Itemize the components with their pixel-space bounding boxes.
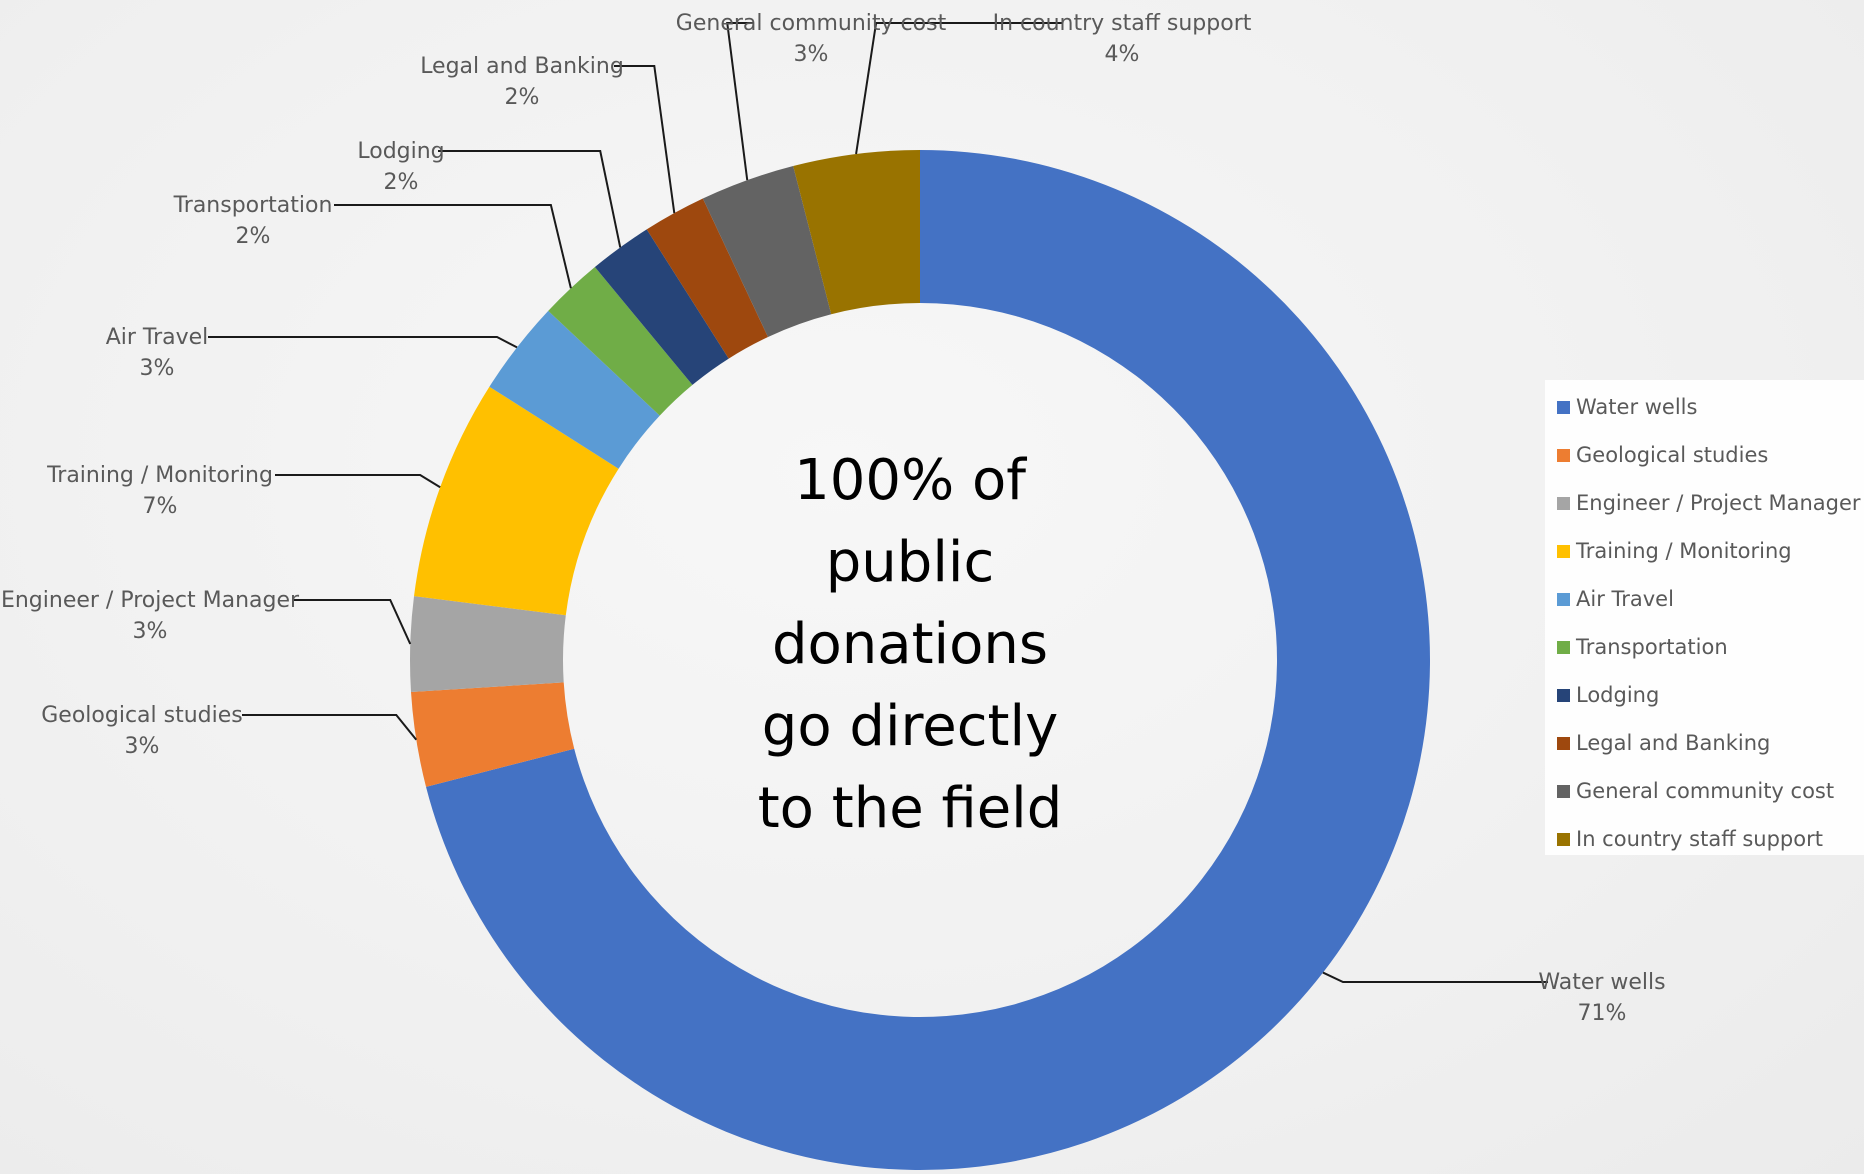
legend-swatch <box>1557 592 1570 606</box>
data-label-value: 71% <box>1577 1001 1627 1026</box>
data-label-value: 7% <box>142 494 178 519</box>
legend-swatch <box>1557 832 1570 846</box>
data-label-value: 3% <box>793 42 829 67</box>
legend-label: General community cost <box>1576 779 1835 803</box>
slice-training-monitoring <box>414 386 619 616</box>
legend-label: Engineer / Project Manager <box>1576 491 1861 515</box>
leader-line-training-monitoring <box>275 474 441 489</box>
data-label-value: 4% <box>1104 42 1140 67</box>
slices-layer <box>410 150 1430 1170</box>
center-line-3: donations <box>771 612 1049 677</box>
legend-swatch <box>1557 688 1570 702</box>
data-label-value: 2% <box>235 224 271 249</box>
data-label-transportation: Transportation 2% <box>174 190 333 252</box>
legend-label: Lodging <box>1576 683 1660 707</box>
legend-item-geological-studies: Geological studies <box>1557 440 1768 470</box>
data-label-air-travel: Air Travel 3% <box>106 322 209 384</box>
legend-label: In country staff support <box>1576 827 1823 851</box>
legend-swatch <box>1557 448 1570 462</box>
center-line-2: public <box>825 530 995 595</box>
leader-line-engineer-project-manager <box>292 599 412 645</box>
data-label-name: Legal and Banking <box>420 54 624 79</box>
legend-item-transportation: Transportation <box>1557 632 1728 662</box>
data-label-name: Transportation <box>173 193 333 218</box>
legend-label: Training / Monitoring <box>1576 539 1792 563</box>
data-label-value: 3% <box>132 619 168 644</box>
leader-line-water-wells <box>1322 971 1548 983</box>
center-message: 100% of public donations go directly to … <box>700 440 1120 850</box>
slice-lodging <box>594 229 729 385</box>
legend-label: Geological studies <box>1576 443 1769 467</box>
data-label-legal-and-banking: Legal and Banking 2% <box>420 51 624 113</box>
data-label-name: Geological studies <box>41 703 243 728</box>
legend-item-in-country-staff-support: In country staff support <box>1557 824 1823 854</box>
center-line-4: go directly <box>761 694 1059 759</box>
legend-label: Water wells <box>1576 395 1698 419</box>
data-label-name: In country staff support <box>992 11 1252 36</box>
data-label-name: Lodging <box>357 139 445 164</box>
leader-line-air-travel <box>208 336 518 349</box>
legend-swatch <box>1557 784 1570 798</box>
data-label-general-community-cost: General community cost 3% <box>676 8 946 70</box>
legend-item-water-wells: Water wells <box>1557 392 1697 422</box>
legend-swatch <box>1557 400 1570 414</box>
data-label-value: 3% <box>139 356 175 381</box>
data-label-training-monitoring: Training / Monitoring 7% <box>47 460 273 522</box>
data-label-geological-studies: Geological studies 3% <box>41 700 242 762</box>
legend-swatch <box>1557 544 1570 558</box>
legend-item-general-community-cost: General community cost <box>1557 776 1834 806</box>
leader-line-legal-and-banking <box>614 65 676 214</box>
data-label-name: Air Travel <box>105 325 209 350</box>
data-label-water-wells: Water wells 71% <box>1538 967 1665 1029</box>
slice-engineer-project-manager <box>410 596 566 693</box>
leader-lines-layer <box>208 22 1548 983</box>
leader-line-general-community-cost <box>726 22 754 181</box>
data-label-in-country-staff-support: In country staff support 4% <box>993 8 1252 70</box>
leader-line-in-country-staff-support <box>855 22 1062 155</box>
data-label-value: 3% <box>124 734 160 759</box>
leader-line-transportation <box>334 204 572 289</box>
legend: Water wells Geological studies Engineer / … <box>1545 380 1864 855</box>
data-label-lodging: Lodging 2% <box>357 136 444 198</box>
slice-legal-and-banking <box>646 198 768 359</box>
data-label-engineer-project-manager: Engineer / Project Manager 3% <box>1 585 299 647</box>
center-line-5: to the field <box>757 776 1063 841</box>
legend-item-training-monitoring: Training / Monitoring <box>1557 536 1792 566</box>
leader-line-geological-studies <box>242 714 418 741</box>
legend-swatch <box>1557 736 1570 750</box>
legend-item-air-travel: Air Travel <box>1557 584 1674 614</box>
legend-item-lodging: Lodging <box>1557 680 1659 710</box>
data-label-name: Water wells <box>1538 970 1666 995</box>
data-label-name: Training / Monitoring <box>47 463 273 488</box>
center-line-1: 100% of <box>794 448 1026 513</box>
slice-geological-studies <box>411 682 575 787</box>
legend-swatch <box>1557 496 1570 510</box>
leader-line-lodging <box>438 150 622 248</box>
data-label-value: 2% <box>504 85 540 110</box>
legend-label: Air Travel <box>1576 587 1674 611</box>
slice-in-country-staff-support <box>793 150 920 315</box>
slice-transportation <box>548 267 693 416</box>
legend-swatch <box>1557 640 1570 654</box>
data-label-name: Engineer / Project Manager <box>0 588 300 613</box>
legend-item-legal-and-banking: Legal and Banking <box>1557 728 1770 758</box>
legend-item-engineer-project-manager: Engineer / Project Manager <box>1557 488 1861 518</box>
slice-water-wells <box>426 150 1430 1170</box>
slice-air-travel <box>489 310 660 469</box>
legend-label: Legal and Banking <box>1576 731 1771 755</box>
legend-label: Transportation <box>1576 635 1728 659</box>
data-label-name: General community cost <box>675 11 947 36</box>
slice-general-community-cost <box>702 166 832 337</box>
data-label-value: 2% <box>383 170 419 195</box>
